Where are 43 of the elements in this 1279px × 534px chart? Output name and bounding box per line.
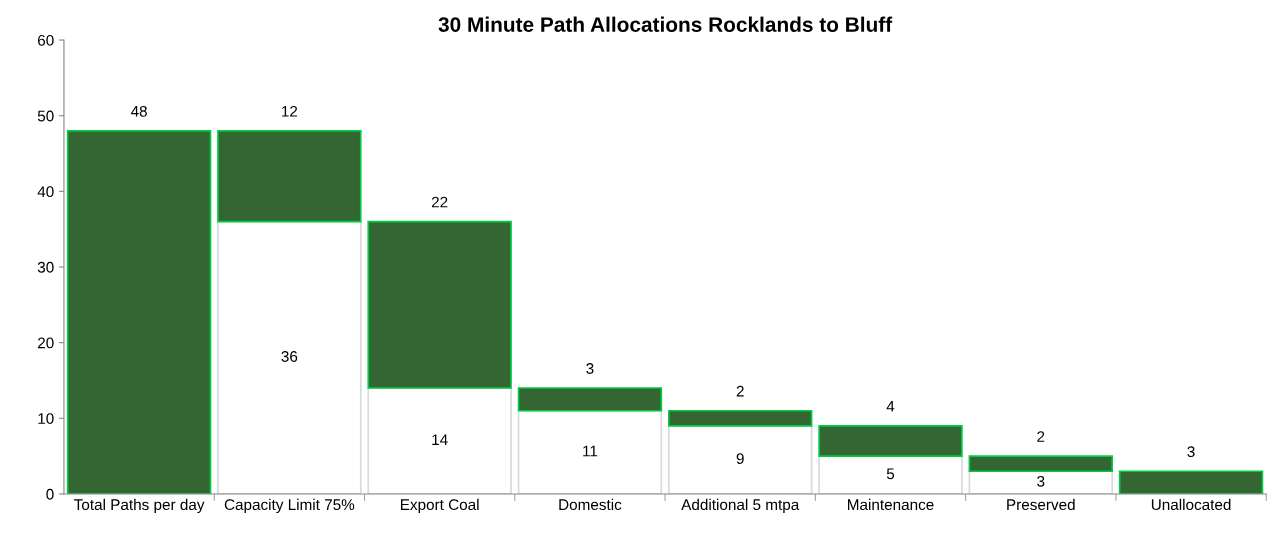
- bar: [668, 409, 813, 427]
- x-tick-label: Domestic: [559, 498, 622, 511]
- bar: [668, 425, 813, 494]
- data-label: 3: [586, 363, 594, 374]
- bar: [517, 409, 663, 494]
- y-tick-label: 0: [46, 488, 54, 500]
- data-label: 11: [583, 445, 598, 457]
- bar: [1118, 470, 1264, 494]
- x-tick-label: Maintenance: [848, 498, 934, 511]
- bar: [367, 220, 512, 389]
- data-label: 3: [1037, 475, 1045, 487]
- x-tick-label: Unallocated: [1151, 498, 1231, 511]
- y-tick-label: 40: [37, 186, 54, 198]
- x-tick-label: Preserved: [1007, 498, 1075, 511]
- data-label: 9: [736, 453, 744, 465]
- data-label: 22: [431, 196, 448, 208]
- data-label: 4: [886, 401, 895, 412]
- data-label: 14: [432, 434, 448, 445]
- data-label: 12: [282, 105, 298, 117]
- data-label: 48: [130, 105, 147, 117]
- y-tick-label: 50: [37, 110, 54, 122]
- y-tick-label: 60: [38, 34, 54, 46]
- bar: [818, 425, 963, 457]
- bar: [217, 220, 362, 494]
- bar: [818, 455, 963, 494]
- x-tick-label: Additional 5 mtpa: [681, 498, 800, 514]
- data-label: 2: [1037, 431, 1045, 442]
- x-tick-label: Total Paths per day: [74, 498, 205, 514]
- y-tick-label: 30: [37, 261, 54, 273]
- x-tick-label: Capacity Limit 75%: [224, 498, 355, 514]
- bar: [217, 129, 362, 223]
- bar: [66, 129, 212, 494]
- bar: [968, 455, 1114, 473]
- y-tick-label: 10: [38, 413, 54, 424]
- bar: [367, 387, 512, 494]
- data-label: 36: [281, 351, 298, 362]
- data-label: 2: [736, 385, 744, 397]
- chart-title: 30 Minute Path Allocations Rocklands to Bluff: [438, 16, 893, 32]
- data-label: 5: [886, 468, 895, 480]
- y-tick-label: 20: [38, 337, 54, 349]
- data-label: 3: [1187, 446, 1195, 458]
- bar: [517, 387, 663, 412]
- x-tick-label: Export Coal: [401, 498, 479, 514]
